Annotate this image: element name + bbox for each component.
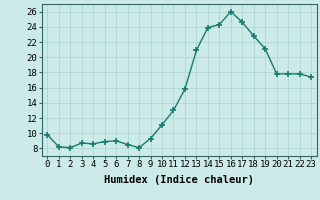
X-axis label: Humidex (Indice chaleur): Humidex (Indice chaleur) (104, 175, 254, 185)
